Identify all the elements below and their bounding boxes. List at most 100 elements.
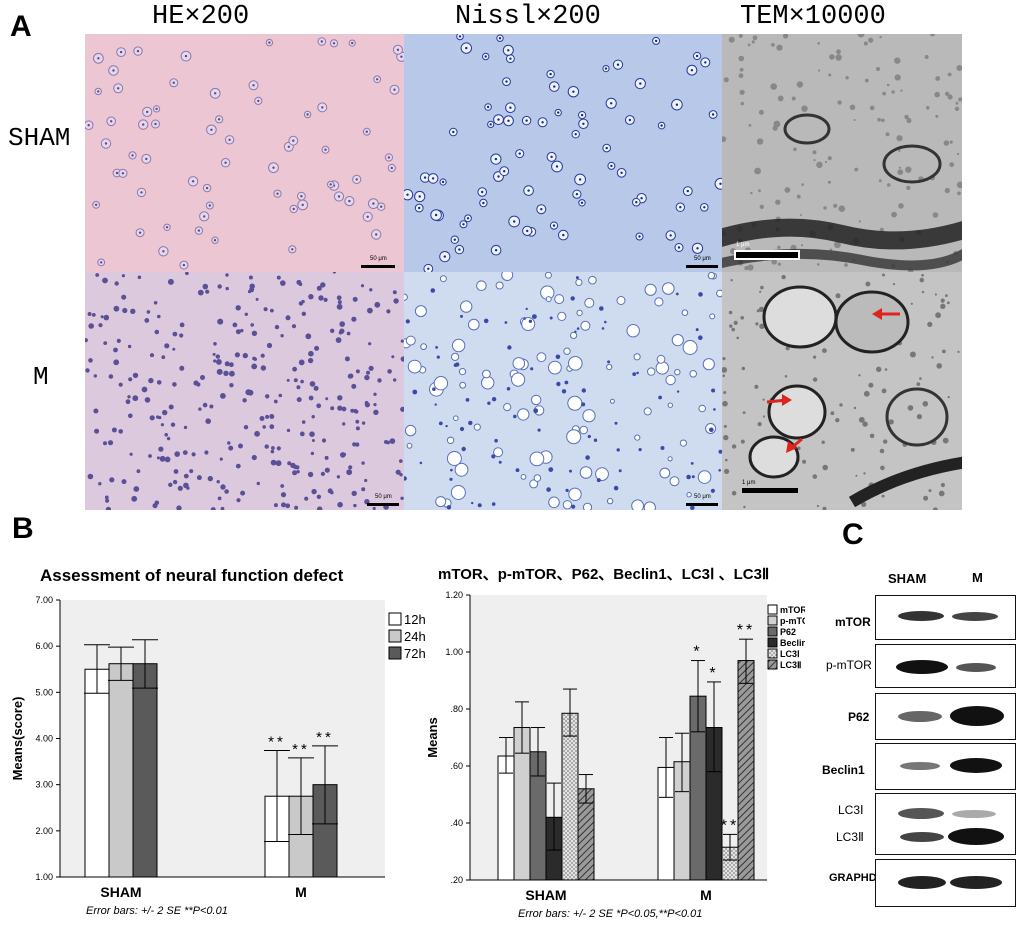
- nissl-sham-micrograph: 50 μm: [404, 34, 722, 272]
- wb-band-beclin1-sham: [900, 762, 940, 770]
- cell: [909, 351, 916, 358]
- cell: [439, 275, 447, 283]
- cell: [878, 179, 882, 183]
- cell: [372, 506, 376, 510]
- cell: [741, 366, 745, 371]
- cell: [796, 194, 801, 199]
- cell: [337, 501, 343, 508]
- cell: [835, 418, 840, 423]
- cell: [481, 376, 495, 390]
- nucleus: [376, 78, 379, 81]
- bar: [108, 663, 134, 878]
- cell: [476, 280, 487, 291]
- cell: [174, 451, 180, 457]
- cell: [728, 310, 733, 315]
- cell: [111, 427, 117, 433]
- cell: [202, 402, 208, 408]
- cell: [206, 418, 210, 422]
- cell: [185, 272, 189, 276]
- cell: [103, 341, 108, 345]
- cell: [947, 396, 950, 399]
- cell: [739, 89, 745, 95]
- cell: [506, 387, 511, 391]
- cell: [87, 312, 92, 316]
- cell: [216, 368, 223, 375]
- cell: [533, 408, 539, 414]
- cell: [758, 189, 761, 193]
- cell: [387, 369, 392, 374]
- cell: [149, 353, 155, 358]
- cell: [460, 300, 473, 313]
- cell: [285, 315, 291, 321]
- cell: [107, 440, 114, 446]
- bar: [84, 668, 110, 878]
- nucleus: [224, 161, 227, 164]
- cell: [260, 353, 265, 358]
- cell: [919, 277, 925, 283]
- cell: [386, 309, 391, 314]
- cell: [836, 49, 841, 55]
- cell: [817, 42, 820, 45]
- cell: [361, 461, 365, 465]
- wb-label-graphd: GRAPHD: [829, 872, 877, 884]
- nissl-sham-scale-label: 50 μm: [694, 256, 711, 262]
- cell: [321, 438, 327, 443]
- nucleus: [351, 41, 354, 45]
- cell: [570, 331, 578, 340]
- cell: [869, 105, 875, 111]
- cell: [224, 489, 229, 494]
- cell: [98, 323, 103, 328]
- nucleus: [580, 113, 584, 117]
- nucleus: [484, 55, 487, 58]
- cell: [528, 319, 533, 323]
- cell: [905, 166, 912, 173]
- cell: [618, 469, 622, 473]
- nucleus: [301, 203, 304, 207]
- cell: [816, 161, 823, 168]
- cell: [122, 307, 128, 314]
- cell: [270, 459, 277, 466]
- cell: [227, 441, 231, 445]
- cell: [341, 406, 347, 412]
- cell: [864, 78, 869, 83]
- cell: [127, 395, 131, 399]
- cell: [468, 420, 473, 426]
- cell: [544, 272, 552, 279]
- significance-marker: *: [693, 644, 702, 661]
- cell: [160, 423, 164, 427]
- cell: [263, 307, 268, 312]
- cell: [249, 283, 255, 289]
- cell: [947, 72, 952, 77]
- cell: [853, 119, 856, 121]
- cell: [802, 459, 807, 464]
- cell: [731, 490, 737, 496]
- cell: [566, 429, 582, 445]
- cell: [88, 323, 94, 329]
- cell: [722, 400, 728, 407]
- cell: [942, 349, 946, 354]
- cell: [616, 448, 620, 452]
- nucleus: [348, 199, 351, 203]
- cell: [301, 299, 305, 304]
- cell: [113, 359, 120, 366]
- cell: [179, 333, 184, 338]
- cell: [760, 285, 764, 290]
- cell: [432, 387, 436, 391]
- cell: [829, 54, 835, 60]
- nucleus: [136, 49, 140, 53]
- cell: [399, 473, 403, 477]
- cell: [216, 480, 220, 484]
- cell: [748, 124, 752, 127]
- cell: [130, 308, 136, 314]
- cell: [722, 367, 728, 373]
- cell: [686, 474, 691, 480]
- cell: [250, 323, 254, 327]
- cell: [609, 398, 615, 404]
- cell: [216, 359, 222, 365]
- nucleus: [112, 69, 115, 72]
- cell: [785, 346, 790, 351]
- cell: [459, 381, 467, 389]
- he-sham-scale-label: 50 μm: [370, 256, 387, 262]
- cell: [172, 382, 177, 387]
- legend-label: 12h: [404, 612, 425, 627]
